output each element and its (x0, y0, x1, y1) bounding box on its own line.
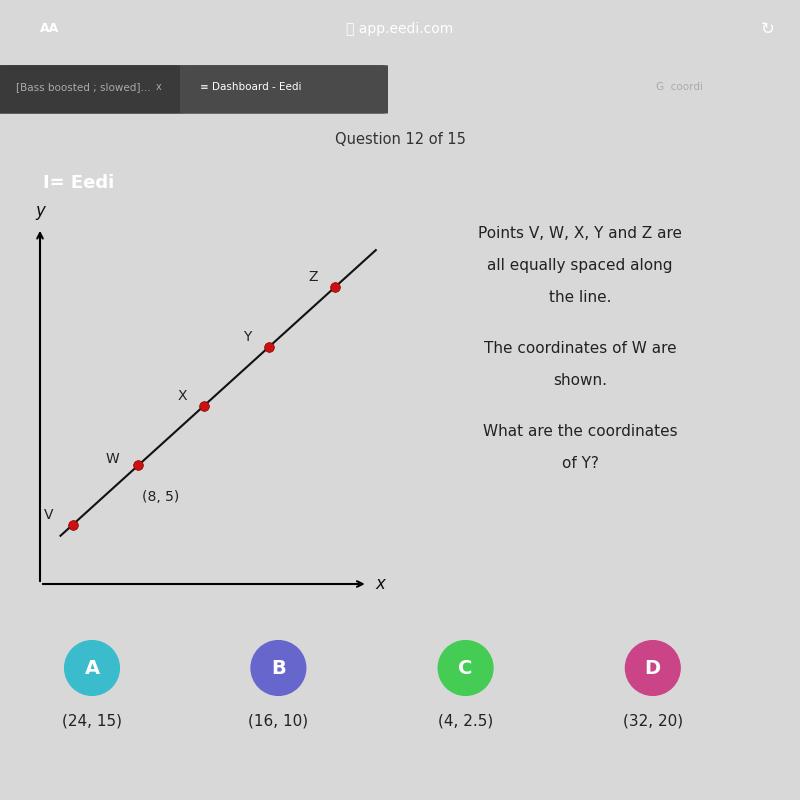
Text: (24, 15): (24, 15) (62, 714, 122, 729)
Text: the line.: the line. (549, 290, 611, 306)
Circle shape (438, 641, 493, 695)
Circle shape (65, 641, 119, 695)
Text: [Bass boosted ; slowed]...: [Bass boosted ; slowed]... (16, 82, 150, 92)
Text: D: D (645, 658, 661, 678)
Text: Y: Y (243, 330, 251, 344)
Text: Question 12 of 15: Question 12 of 15 (334, 133, 466, 147)
Circle shape (626, 641, 680, 695)
Text: x: x (156, 82, 162, 92)
Text: The coordinates of W are: The coordinates of W are (484, 342, 676, 356)
Text: ↻: ↻ (761, 20, 775, 38)
Text: W: W (106, 452, 119, 466)
Text: 🔒 app.eedi.com: 🔒 app.eedi.com (346, 22, 454, 36)
Text: y: y (35, 202, 45, 220)
Text: of Y?: of Y? (562, 456, 598, 471)
Text: V: V (44, 508, 54, 522)
Text: G  coordi: G coordi (656, 82, 703, 92)
FancyBboxPatch shape (0, 65, 184, 114)
Text: x: x (376, 575, 386, 593)
Text: X: X (178, 389, 187, 403)
Text: (32, 20): (32, 20) (622, 714, 683, 729)
Text: shown.: shown. (553, 374, 607, 388)
Text: (4, 2.5): (4, 2.5) (438, 714, 494, 729)
Text: AA: AA (40, 22, 59, 35)
Text: Points V, W, X, Y and Z are: Points V, W, X, Y and Z are (478, 226, 682, 242)
Text: (16, 10): (16, 10) (248, 714, 309, 729)
Text: ≡ Dashboard - Eedi: ≡ Dashboard - Eedi (200, 82, 302, 92)
Text: all equally spaced along: all equally spaced along (487, 258, 673, 274)
Text: B: B (271, 658, 286, 678)
Text: A: A (85, 658, 99, 678)
Text: Z: Z (309, 270, 318, 284)
Circle shape (251, 641, 306, 695)
Text: I= Eedi: I= Eedi (43, 174, 114, 192)
Text: C: C (458, 658, 473, 678)
FancyBboxPatch shape (180, 65, 388, 114)
Text: (8, 5): (8, 5) (142, 490, 180, 504)
Text: What are the coordinates: What are the coordinates (482, 424, 678, 439)
